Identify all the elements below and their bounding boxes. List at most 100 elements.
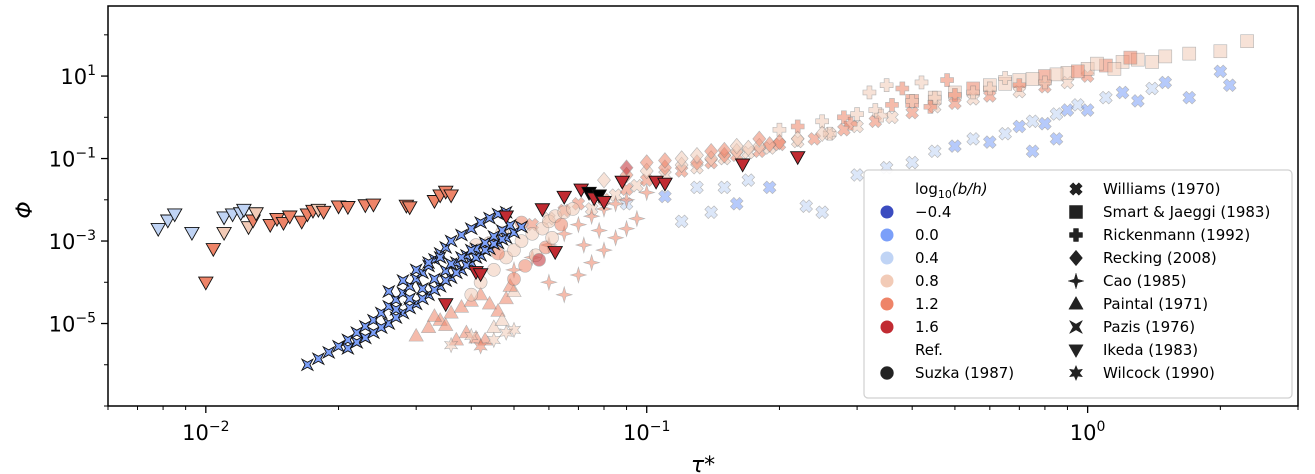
point-square-9 [1182, 46, 1197, 61]
point-square-10 [1213, 44, 1228, 59]
point-bowtie-74 [396, 273, 410, 288]
point-star4-9 [637, 183, 656, 202]
point-bowtie-70 [433, 250, 447, 265]
point-plus-1 [790, 119, 805, 134]
point-bowtie-50 [469, 250, 483, 265]
point-plus-12 [1012, 78, 1027, 93]
point-plus-16 [862, 85, 877, 100]
point-bowtie-55 [358, 331, 372, 345]
point-bowtie-19 [444, 234, 458, 248]
point-bowtie-0 [300, 358, 315, 372]
point-plus-11 [983, 81, 997, 96]
point-star4-18 [574, 236, 593, 254]
legend-marker-bowtie [1068, 319, 1084, 335]
y-tick-label: 10−1 [49, 146, 96, 172]
point-x-47 [948, 139, 962, 153]
point-square-20 [1123, 50, 1138, 65]
point-bowtie-40 [507, 225, 521, 240]
point-bowtie-44 [403, 301, 417, 315]
point-x-50 [998, 126, 1012, 141]
legend-color-swatch [880, 228, 894, 242]
legend-marker-star6 [1068, 364, 1084, 382]
point-bowtie-45 [415, 292, 430, 306]
legend-ref-label: Paintal (1971) [1103, 295, 1208, 313]
point-bowtie-54 [341, 341, 355, 355]
point-bowtie-47 [439, 273, 453, 288]
point-triangle-down-24 [339, 201, 356, 216]
point-triangle-up-9 [498, 290, 514, 305]
point-diamond-14 [674, 150, 689, 167]
point-triangle-up-0 [408, 327, 424, 342]
point-x-23 [837, 122, 851, 137]
point-square-8 [1158, 49, 1173, 64]
legend: log10(b/h) −0.4 0.0 0.4 0.8 1.2 1.6 Ref. Suzka … [863, 169, 1293, 399]
point-bowtie-59 [427, 272, 442, 286]
point-triangle-down-44 [596, 196, 612, 211]
x-axis-label: τ* [691, 453, 715, 474]
point-x-38 [762, 180, 777, 195]
legend-marker-diamond [1069, 249, 1083, 267]
point-star4-3 [555, 224, 574, 243]
x-tick-label: 10−2 [182, 419, 229, 445]
point-bowtie-68 [409, 263, 423, 277]
point-triangle-up-17 [438, 317, 454, 331]
point-star6-4 [473, 338, 488, 355]
point-bowtie-1 [311, 352, 326, 366]
point-circle-23 [554, 217, 569, 232]
point-x-68 [690, 180, 704, 195]
point-bowtie-67 [503, 218, 517, 232]
y-tick-label: 10−5 [49, 311, 96, 337]
point-star4-7 [606, 194, 625, 213]
point-star4-10 [569, 266, 588, 284]
point-triangle-down-33 [437, 298, 454, 313]
legend-color-label: 0.4 [915, 249, 939, 267]
point-x-53 [1038, 116, 1052, 131]
point-triangle-down-45 [614, 175, 631, 190]
point-x-61 [1145, 81, 1159, 96]
point-x-70 [1049, 132, 1064, 146]
x-tick-label: 10−1 [623, 419, 670, 445]
point-bowtie-57 [403, 292, 417, 306]
point-plus-13 [1038, 75, 1052, 90]
point-bowtie-46 [427, 283, 442, 297]
legend-marker-star4 [1067, 272, 1085, 290]
point-triangle-down-14 [262, 218, 279, 234]
point-x-58 [1099, 90, 1113, 105]
point-bowtie-43 [389, 310, 403, 325]
point-bowtie-21 [464, 221, 478, 236]
point-triangle-down-7 [216, 211, 232, 226]
point-x-56 [1071, 98, 1085, 112]
point-x-41 [799, 199, 813, 213]
point-triangle-down-17 [281, 210, 298, 225]
point-square-18 [1090, 56, 1104, 71]
point-plus-9 [948, 88, 962, 102]
point-triangle-up-18 [426, 308, 443, 322]
point-star4-4 [569, 215, 588, 234]
legend-marker-plus [1069, 228, 1083, 242]
legend-color-label: 0.0 [915, 226, 939, 244]
point-x-8 [630, 178, 644, 193]
point-bowtie-26 [350, 335, 364, 349]
point-square-21 [1145, 55, 1159, 69]
point-bowtie-69 [421, 255, 436, 270]
point-plus-0 [772, 122, 787, 137]
legend-color-swatch [880, 320, 894, 334]
point-triangle-down-39 [556, 190, 573, 205]
colorscale-title: log10(b/h) [915, 180, 988, 201]
point-star4-14 [617, 219, 636, 238]
point-bowtie-56 [389, 302, 403, 317]
point-triangle-down-3 [183, 226, 200, 242]
point-diamond-21 [717, 141, 732, 159]
point-triangle-down-0 [150, 222, 167, 238]
point-x-65 [1222, 78, 1237, 92]
point-star4-17 [540, 273, 558, 292]
point-square-11 [1240, 34, 1254, 49]
point-triangle-down-6 [216, 226, 232, 242]
legend-color-label: 0.8 [915, 272, 939, 290]
point-diamond-22 [741, 139, 756, 157]
plot-frame [107, 5, 1299, 407]
point-star6-3 [506, 321, 522, 339]
point-plus-22 [874, 108, 888, 123]
legend-frame [863, 169, 1293, 399]
